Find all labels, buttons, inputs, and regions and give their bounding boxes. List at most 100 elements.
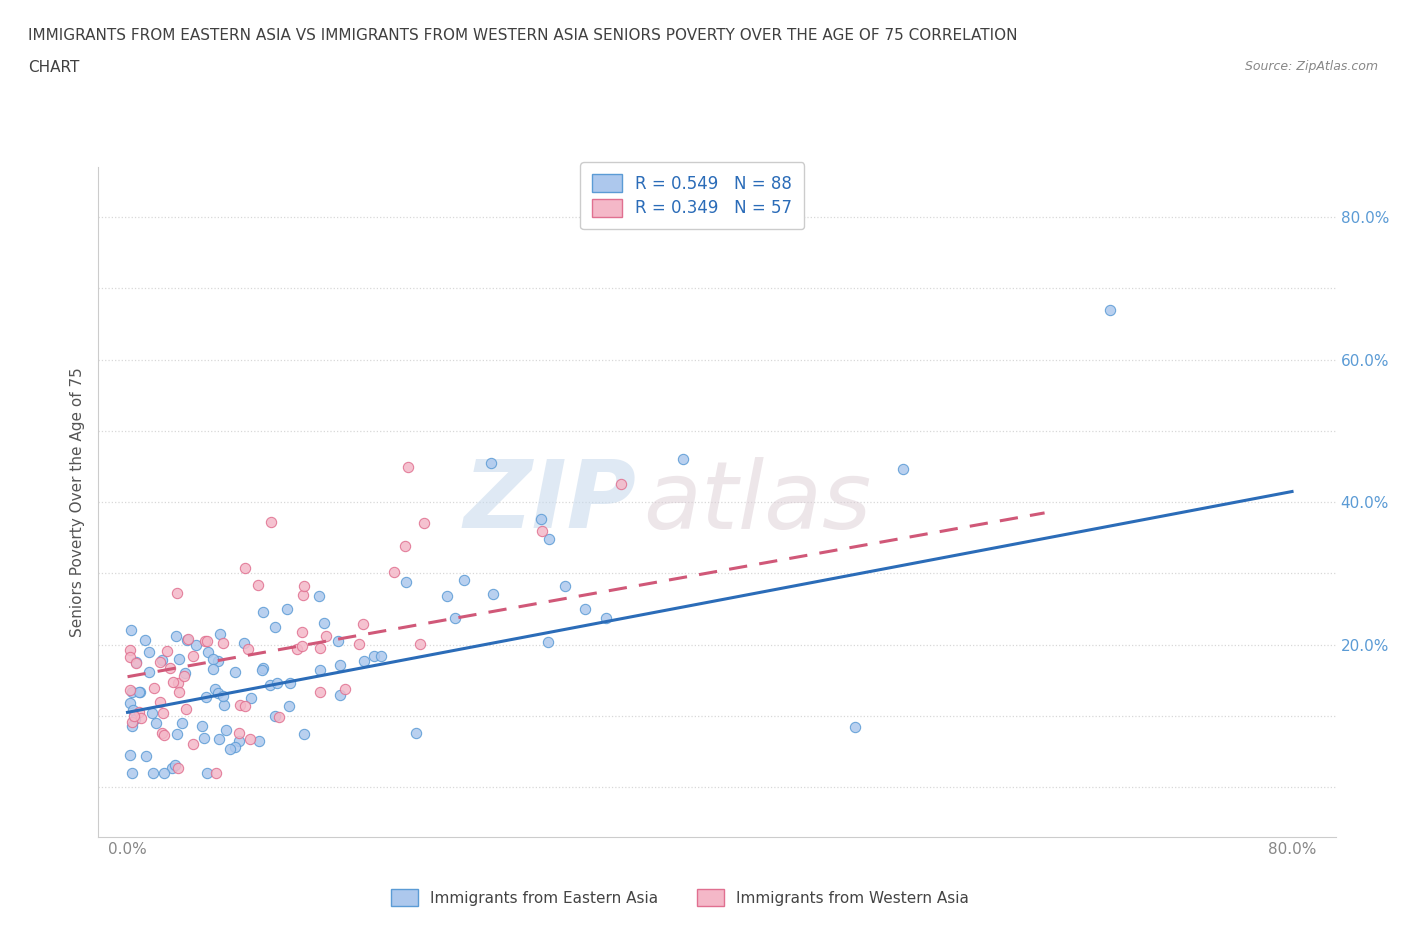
Point [228, 725, 250, 740]
Point [233, 635, 256, 650]
Point [610, 476, 633, 491]
Point [204, 765, 226, 780]
Point [197, 633, 219, 648]
Point [128, 705, 150, 720]
Text: atlas: atlas [643, 457, 872, 548]
Point [409, 636, 432, 651]
Point [120, 696, 142, 711]
Point [264, 619, 287, 634]
Point [315, 628, 337, 643]
Point [152, 727, 174, 742]
Point [382, 565, 405, 579]
Point [481, 456, 503, 471]
Point [145, 716, 167, 731]
Point [405, 725, 427, 740]
Point [292, 726, 315, 741]
Legend: Immigrants from Eastern Asia, Immigrants from Western Asia: Immigrants from Eastern Asia, Immigrants… [380, 878, 980, 916]
Point [166, 585, 188, 600]
Point [413, 515, 436, 530]
Point [170, 716, 193, 731]
Point [370, 648, 392, 663]
Point [276, 602, 298, 617]
Point [167, 760, 190, 775]
Point [191, 719, 214, 734]
Point [129, 711, 152, 725]
Point [176, 701, 198, 716]
Point [121, 684, 143, 699]
Point [239, 731, 262, 746]
Point [252, 604, 274, 619]
Point [246, 578, 269, 592]
Point [128, 684, 150, 699]
Text: IMMIGRANTS FROM EASTERN ASIA VS IMMIGRANTS FROM WESTERN ASIA SENIORS POVERTY OVE: IMMIGRANTS FROM EASTERN ASIA VS IMMIGRAN… [28, 28, 1018, 43]
Point [209, 626, 232, 641]
Point [228, 734, 250, 749]
Point [176, 632, 198, 647]
Point [121, 765, 143, 780]
Point [240, 690, 263, 705]
Point [215, 723, 238, 737]
Point [202, 661, 225, 676]
Text: Source: ZipAtlas.com: Source: ZipAtlas.com [1244, 60, 1378, 73]
Point [165, 628, 187, 643]
Point [285, 641, 308, 656]
Point [195, 765, 218, 780]
Point [207, 686, 229, 701]
Point [135, 749, 157, 764]
Point [181, 737, 204, 751]
Point [138, 664, 160, 679]
Point [259, 677, 281, 692]
Point [263, 708, 285, 723]
Point [329, 687, 352, 702]
Point [352, 617, 374, 631]
Point [260, 514, 283, 529]
Point [184, 638, 207, 653]
Point [436, 588, 458, 603]
Point [308, 684, 330, 699]
Point [574, 602, 596, 617]
Point [125, 655, 148, 670]
Point [122, 709, 145, 724]
Point [121, 719, 143, 734]
Point [197, 644, 219, 659]
Point [266, 676, 288, 691]
Point [167, 684, 190, 699]
Point [672, 451, 695, 466]
Point [159, 660, 181, 675]
Point [160, 761, 183, 776]
Point [138, 644, 160, 659]
Point [166, 675, 188, 690]
Point [125, 656, 148, 671]
Point [537, 531, 560, 546]
Point [537, 634, 560, 649]
Point [347, 637, 370, 652]
Point [394, 538, 416, 553]
Point [309, 641, 332, 656]
Point [396, 459, 419, 474]
Point [166, 726, 188, 741]
Point [308, 589, 330, 604]
Point [149, 694, 172, 709]
Point [233, 561, 256, 576]
Point [193, 633, 215, 648]
Point [453, 572, 475, 587]
Point [235, 699, 257, 714]
Point [250, 663, 273, 678]
Point [395, 575, 418, 590]
Point [201, 652, 224, 667]
Point [152, 706, 174, 721]
Point [326, 633, 349, 648]
Point [204, 682, 226, 697]
Point [193, 730, 215, 745]
Point [121, 714, 143, 729]
Point [121, 703, 143, 718]
Point [236, 641, 259, 656]
Point [207, 653, 229, 668]
Point [224, 740, 246, 755]
Point [219, 742, 242, 757]
Point [353, 654, 375, 669]
Point [142, 680, 165, 695]
Point [292, 578, 315, 593]
Point [181, 648, 204, 663]
Point [120, 748, 142, 763]
